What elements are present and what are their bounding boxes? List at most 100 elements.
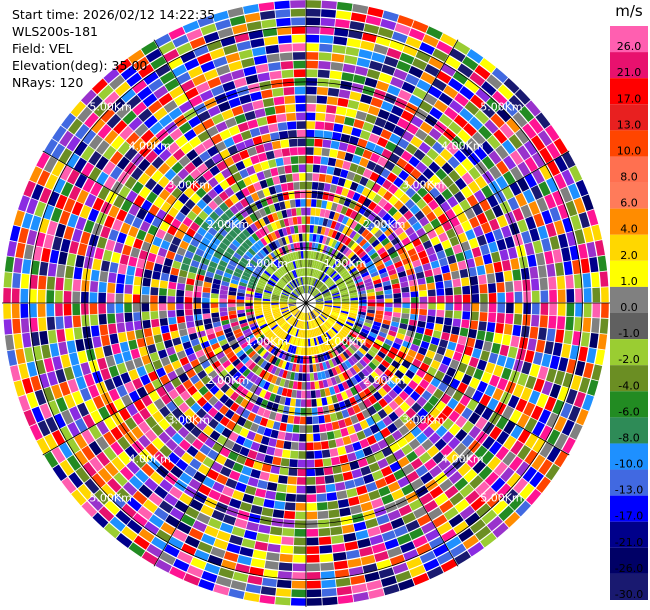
velocity-gate	[291, 308, 298, 314]
velocity-gate	[7, 349, 18, 366]
velocity-gate	[352, 232, 361, 242]
velocity-gate	[337, 97, 349, 108]
velocity-gate	[339, 353, 347, 362]
velocity-gate	[153, 451, 167, 464]
velocity-gate	[597, 255, 608, 272]
velocity-gate	[306, 164, 313, 173]
velocity-gate	[205, 271, 215, 279]
velocity-gate	[345, 369, 354, 378]
velocity-gate	[526, 488, 542, 506]
velocity-gate	[392, 125, 406, 137]
velocity-gate	[436, 303, 445, 310]
velocity-gate	[284, 313, 291, 319]
velocity-gate	[262, 371, 271, 381]
colorbar-cell	[610, 469, 648, 496]
velocity-gate	[351, 127, 362, 138]
velocity-gate	[263, 340, 271, 349]
velocity-gate	[280, 61, 294, 70]
velocity-gate	[210, 85, 225, 97]
velocity-gate	[206, 39, 223, 52]
velocity-gate	[167, 452, 180, 465]
velocity-gate	[475, 525, 492, 541]
velocity-gate	[384, 355, 394, 364]
velocity-gate	[207, 226, 218, 237]
velocity-gate	[392, 211, 403, 221]
velocity-gate	[306, 356, 310, 364]
azimuth-spoke	[305, 302, 459, 567]
velocity-gate	[355, 235, 364, 245]
velocity-gate	[322, 379, 329, 388]
velocity-gate	[293, 243, 298, 251]
velocity-gate	[222, 223, 232, 233]
velocity-gate	[388, 389, 398, 400]
velocity-gate	[365, 315, 374, 321]
velocity-gate	[462, 56, 479, 71]
velocity-gate	[108, 229, 119, 242]
velocity-gate	[231, 342, 240, 351]
velocity-gate	[11, 288, 20, 303]
velocity-gate	[266, 115, 277, 125]
velocity-gate	[405, 419, 417, 431]
velocity-gate	[346, 189, 356, 199]
velocity-gate	[41, 247, 51, 263]
velocity-gate	[252, 496, 265, 507]
velocity-gate	[171, 161, 184, 174]
velocity-gate	[503, 435, 517, 450]
velocity-gate	[81, 145, 95, 161]
velocity-gate	[222, 323, 231, 330]
velocity-gate	[396, 117, 410, 130]
velocity-gate	[329, 448, 339, 457]
velocity-gate	[102, 249, 113, 262]
velocity-gate	[240, 378, 250, 388]
velocity-gate	[444, 106, 458, 121]
velocity-gate	[293, 290, 300, 296]
velocity-gate	[58, 148, 73, 164]
velocity-gate	[591, 318, 600, 333]
velocity-gate	[295, 310, 301, 318]
velocity-gate	[474, 146, 488, 161]
velocity-gate	[133, 535, 150, 550]
velocity-gate	[132, 412, 145, 426]
velocity-gate	[465, 490, 480, 505]
velocity-gate	[435, 412, 448, 425]
velocity-gate	[326, 256, 332, 265]
velocity-gate	[268, 204, 276, 213]
velocity-gate	[419, 216, 430, 227]
velocity-gate	[133, 195, 146, 208]
velocity-gate	[258, 321, 267, 327]
velocity-gate	[322, 343, 328, 352]
velocity-gate	[350, 386, 358, 396]
velocity-gate	[202, 313, 211, 320]
velocity-gate	[223, 137, 235, 148]
velocity-gate	[291, 34, 306, 43]
velocity-gate	[466, 258, 476, 269]
velocity-gate	[344, 276, 353, 283]
velocity-gate	[279, 422, 287, 432]
velocity-gate	[445, 228, 457, 239]
azimuth-spoke	[42, 150, 307, 304]
velocity-gate	[219, 72, 233, 84]
velocity-gate	[423, 134, 437, 148]
velocity-gate	[352, 441, 362, 452]
velocity-gate	[224, 398, 235, 409]
velocity-gate	[586, 241, 597, 258]
velocity-gate	[214, 325, 223, 333]
velocity-gate	[411, 402, 422, 413]
velocity-gate	[176, 350, 187, 360]
velocity-gate	[177, 322, 187, 330]
velocity-gate	[367, 303, 376, 307]
velocity-gate	[315, 295, 323, 300]
velocity-gate	[430, 336, 440, 346]
velocity-gate	[439, 148, 453, 162]
velocity-gate	[334, 262, 341, 270]
velocity-gate	[141, 199, 153, 212]
velocity-gate	[240, 257, 249, 265]
velocity-gate	[293, 60, 306, 69]
velocity-gate	[334, 375, 342, 384]
velocity-gate	[320, 263, 326, 271]
velocity-gate	[296, 494, 306, 503]
velocity-gate	[428, 432, 441, 445]
velocity-gate	[245, 296, 254, 301]
velocity-gate	[58, 251, 68, 265]
velocity-gate	[51, 384, 63, 400]
